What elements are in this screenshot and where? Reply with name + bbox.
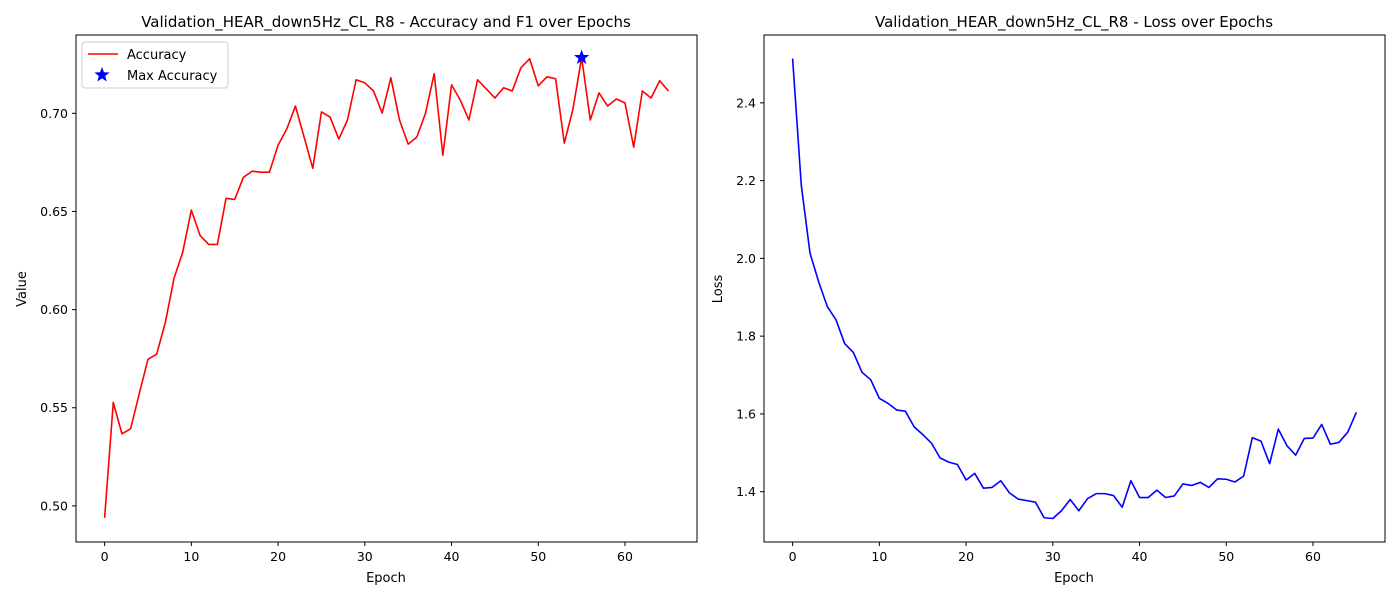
accuracy-y-axis-label: Value [15, 271, 30, 307]
loss-x-axis-label: Epoch [1054, 571, 1094, 586]
legend-max-accuracy-label: Max Accuracy [127, 69, 218, 84]
accuracy-plot-area: 0 10 20 30 40 50 60 0.50 0.55 0.60 0.65 0.70 [40, 49, 669, 564]
loss-y-tick-label: 2.4 [736, 95, 756, 110]
loss-y-tick-label: 2.2 [736, 173, 756, 188]
accuracy-y-tick-label: 0.65 [40, 204, 68, 219]
loss-x-tick-label: 10 [871, 549, 887, 564]
loss-y-tick-label: 1.4 [736, 484, 756, 499]
accuracy-x-axis-label: Epoch [366, 571, 406, 586]
loss-axes-frame [763, 34, 1386, 543]
loss-plot-area: 0 10 20 30 40 50 60 1.4 1.6 1.8 2.0 2.2 2.4 [736, 58, 1358, 564]
loss-x-tick-label: 40 [1132, 549, 1148, 564]
accuracy-x-tick-label: 60 [617, 549, 633, 564]
loss-chart-title: Validation_HEAR_down5Hz_CL_R8 - Loss ove… [875, 13, 1273, 32]
legend-box [81, 41, 229, 89]
max-accuracy-star-marker [574, 49, 590, 65]
loss-x-tick-label: 20 [958, 549, 974, 564]
accuracy-x-tick-label: 30 [357, 549, 373, 564]
accuracy-y-tick-label: 0.70 [40, 106, 68, 121]
accuracy-x-tick-label: 20 [270, 549, 286, 564]
loss-y-tick-label: 1.6 [736, 406, 756, 421]
legend-max-accuracy-star-marker [94, 67, 110, 82]
loss-x-tick-label: 0 [789, 549, 797, 564]
accuracy-x-tick-label: 50 [530, 549, 546, 564]
loss-x-tick-label: 50 [1218, 549, 1234, 564]
loss-x-tick-label: 60 [1305, 549, 1321, 564]
accuracy-y-tick-label: 0.50 [40, 498, 68, 513]
accuracy-series-line-0 [103, 56, 669, 518]
loss-series-line-0 [791, 58, 1358, 520]
accuracy-y-tick-label: 0.60 [40, 302, 68, 317]
accuracy-x-tick-label: 40 [444, 549, 460, 564]
accuracy-x-tick-label: 10 [183, 549, 199, 564]
accuracy-axes-frame [75, 34, 698, 543]
loss-y-tick-label: 2.0 [736, 251, 756, 266]
loss-y-tick-label: 1.8 [736, 329, 756, 344]
accuracy-y-tick-label: 0.55 [40, 400, 68, 415]
legend-accuracy-label: Accuracy [127, 48, 187, 63]
accuracy-chart-title: Validation_HEAR_down5Hz_CL_R8 - Accuracy… [141, 13, 631, 32]
accuracy-chart: Validation_HEAR_down5Hz_CL_R8 - Accuracy… [15, 13, 698, 586]
loss-chart: Validation_HEAR_down5Hz_CL_R8 - Loss ove… [711, 13, 1386, 586]
accuracy-legend: Accuracy Max Accuracy [81, 41, 229, 89]
loss-y-axis-label: Loss [711, 275, 726, 304]
loss-x-tick-label: 30 [1045, 549, 1061, 564]
accuracy-x-tick-label: 0 [101, 549, 109, 564]
